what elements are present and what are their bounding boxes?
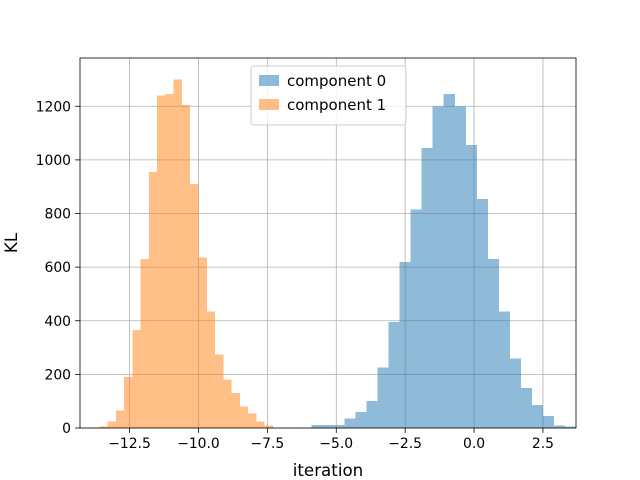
axes-frame <box>79 57 577 429</box>
histogram-bar <box>165 94 174 429</box>
histogram-bar <box>181 104 191 428</box>
histogram-bar <box>476 198 488 428</box>
histogram-bar <box>148 171 158 428</box>
y-tick-label: 800 <box>44 207 71 223</box>
legend-swatch <box>259 75 279 86</box>
x-tick-label: −12.5 <box>108 436 151 452</box>
histogram-bar <box>377 367 389 428</box>
histogram-bar <box>531 405 543 428</box>
histogram-bar <box>542 415 554 428</box>
histogram-bar <box>173 79 182 428</box>
histogram-bar <box>421 147 433 428</box>
histogram-bar <box>140 259 149 428</box>
y-tick-label: 1000 <box>36 153 71 169</box>
histogram-bar <box>223 379 232 428</box>
histogram-bar <box>388 322 400 428</box>
legend: component 0 component 1 <box>250 65 407 126</box>
histogram-bar <box>239 406 249 428</box>
histogram-bar <box>454 106 466 429</box>
histogram-bar <box>465 145 477 428</box>
y-tick-label: 200 <box>44 367 71 383</box>
x-tick-label: 2.5 <box>532 436 554 452</box>
histogram-bar <box>344 418 356 428</box>
histogram-bar <box>520 387 532 428</box>
histogram-bar <box>190 184 199 428</box>
histogram-bar <box>432 106 444 429</box>
x-tick-label: −10.0 <box>177 436 220 452</box>
histogram-bar <box>333 424 345 428</box>
histogram-bar <box>498 311 510 428</box>
histogram-bar <box>231 393 240 428</box>
x-axis-label: iteration <box>293 460 364 480</box>
y-tick-label: 400 <box>44 314 71 330</box>
legend-box <box>250 65 407 126</box>
x-tick-label: 0.0 <box>463 436 485 452</box>
histogram-bar <box>157 95 166 429</box>
y-tick-label: 600 <box>44 260 71 276</box>
y-tick-label: 0 <box>62 421 71 437</box>
histogram-bar <box>322 424 334 428</box>
histogram-bar <box>115 410 125 428</box>
histogram-bar <box>399 261 411 428</box>
histogram-bar <box>215 354 224 428</box>
histogram-bar <box>198 257 207 428</box>
histogram-bar <box>264 425 273 428</box>
histogram-bar <box>564 426 576 428</box>
x-tick-label: −2.5 <box>388 436 422 452</box>
histogram-bar <box>443 94 455 429</box>
histogram-bar <box>248 413 257 428</box>
y-axis-label: KL <box>1 232 21 253</box>
y-tick-label: 1200 <box>36 99 71 115</box>
histogram-bar <box>410 209 422 428</box>
series-1-bars <box>99 79 273 429</box>
histogram-bar <box>99 426 108 428</box>
histogram-bar <box>107 421 116 428</box>
legend-label: component 0 <box>287 72 386 90</box>
histogram-bar <box>553 425 565 428</box>
histogram-bar <box>132 330 141 428</box>
x-axis-ticks: −12.5 −10.0 −7.5 −5.0 −2.5 0.0 2.5 <box>108 428 554 452</box>
legend-swatch <box>259 99 279 110</box>
x-tick-label: −5.0 <box>319 436 353 452</box>
histogram-bar <box>509 358 521 428</box>
histogram-bar <box>256 421 265 428</box>
histogram-bar <box>366 401 378 428</box>
y-axis-ticks: 0 200 400 600 800 1000 1200 <box>36 99 80 437</box>
legend-label: component 1 <box>287 96 386 114</box>
x-tick-label: −7.5 <box>251 436 285 452</box>
histogram-bar <box>487 259 499 428</box>
histogram-bar <box>355 411 367 428</box>
histogram-bar <box>124 377 133 428</box>
series-0-bars <box>311 94 576 429</box>
bars <box>99 79 576 429</box>
histogram-bar <box>206 311 216 428</box>
histogram-bar <box>311 424 323 428</box>
